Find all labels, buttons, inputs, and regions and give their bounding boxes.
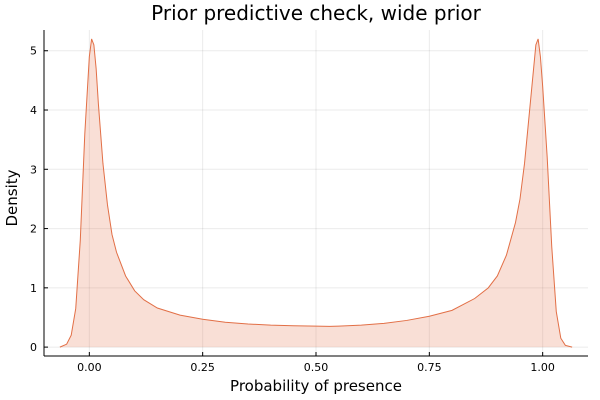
y-tick-label-1: 1 xyxy=(30,282,37,295)
grid xyxy=(44,30,588,356)
x-tick-label-4: 1.00 xyxy=(530,361,555,374)
y-axis-label: Density xyxy=(3,169,21,226)
x-tick-label-0: 0.00 xyxy=(77,361,102,374)
y-axis-ticks: 0 1 2 3 4 5 xyxy=(30,45,48,354)
y-tick-label-5: 5 xyxy=(30,45,37,58)
x-axis-ticks: 0.00 0.25 0.50 0.75 1.00 xyxy=(77,352,555,374)
y-tick-label-4: 4 xyxy=(30,104,37,117)
x-axis-label: Probability of presence xyxy=(230,377,402,395)
x-tick-label-3: 0.75 xyxy=(417,361,442,374)
x-tick-label-1: 0.25 xyxy=(190,361,215,374)
y-tick-label-0: 0 xyxy=(30,341,37,354)
density-area xyxy=(59,38,573,348)
x-tick-label-2: 0.50 xyxy=(304,361,329,374)
chart-title: Prior predictive check, wide prior xyxy=(151,1,481,25)
density-line xyxy=(59,38,573,348)
y-tick-label-3: 3 xyxy=(30,163,37,176)
y-tick-label-2: 2 xyxy=(30,223,37,236)
